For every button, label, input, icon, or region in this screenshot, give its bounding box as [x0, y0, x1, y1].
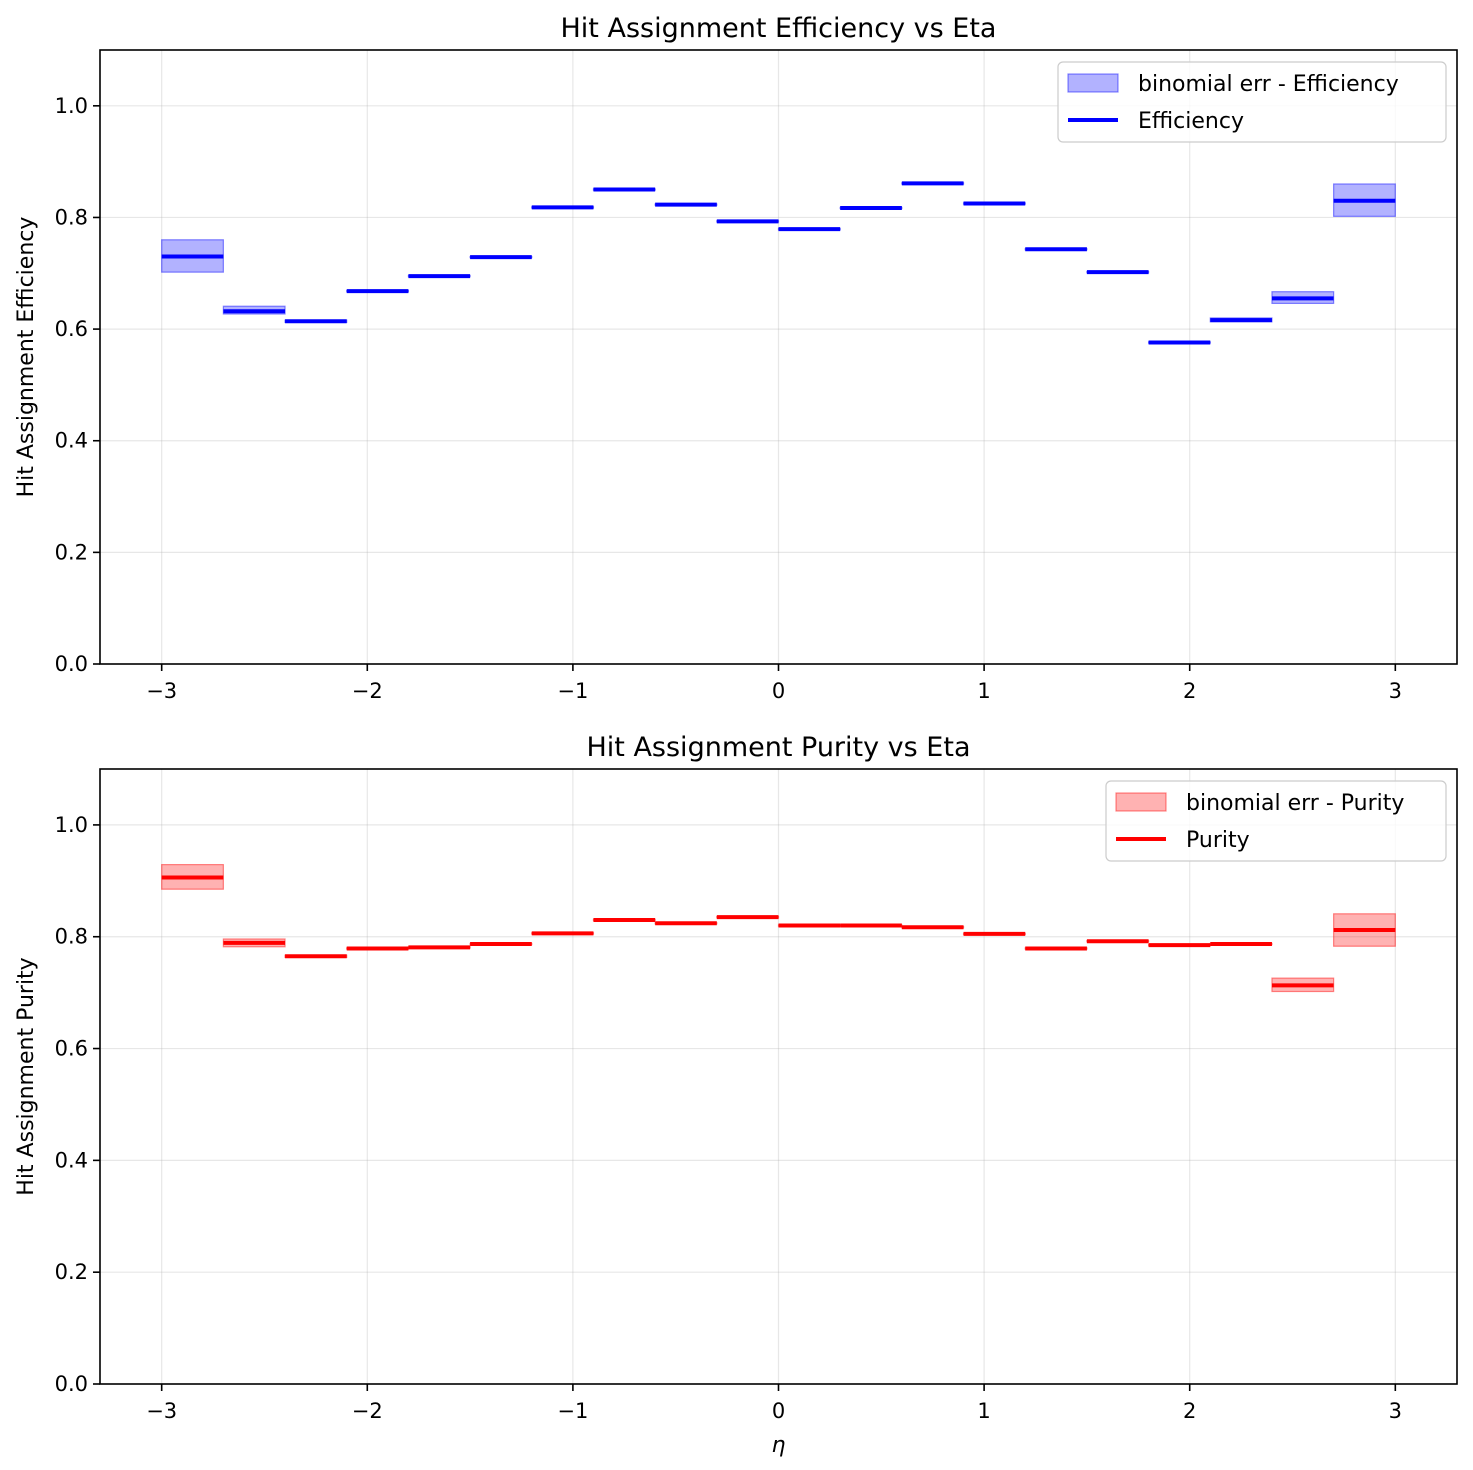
purity-legend: binomial err - Purity Purity: [1105, 780, 1447, 862]
purity-title: Hit Assignment Purity vs Eta: [586, 732, 970, 763]
y-tick-label: 0.2: [55, 540, 88, 564]
efficiency-title: Hit Assignment Efficiency vs Eta: [561, 13, 997, 44]
purity-panel: −3 −2 −1 0 1 2 3 0.0 0.2 0.4 0.6 0.8 1.0 Hit Assignm…: [14, 732, 1458, 1458]
x-tick-label: 0: [772, 1399, 785, 1423]
purity-data-marks: [161, 864, 1396, 993]
x-tick-label: −2: [352, 1399, 383, 1423]
y-tick-label: 0.6: [55, 1037, 88, 1061]
y-tick-label: 0.8: [55, 925, 88, 949]
y-tick-label: 0.4: [55, 429, 88, 453]
x-tick-label: 0: [772, 679, 785, 703]
y-tick-label: 1.0: [55, 813, 88, 837]
purity-legend-band-label: binomial err - Purity: [1186, 791, 1404, 816]
x-tick-label: 2: [1183, 679, 1196, 703]
purity-legend-frame: [1105, 780, 1447, 862]
y-tick-label: 0.2: [55, 1260, 88, 1284]
x-tick-label: 2: [1183, 1399, 1196, 1423]
x-tick-label: −3: [146, 1399, 177, 1423]
efficiency-legend-band-label: binomial err - Efficiency: [1138, 72, 1399, 97]
efficiency-legend-line-label: Efficiency: [1138, 109, 1244, 134]
x-tick-label: 1: [977, 1399, 990, 1423]
x-tick-label: −1: [557, 679, 588, 703]
x-tick-label: −3: [146, 679, 177, 703]
efficiency-legend-band-swatch: [1067, 73, 1119, 93]
x-tick-label: −2: [352, 679, 383, 703]
y-tick-label: 0.8: [55, 205, 88, 229]
efficiency-legend-frame: [1057, 61, 1447, 143]
purity-x-axis-label: η: [772, 1433, 786, 1458]
efficiency-panel: −3 −2 −1 0 1 2 3 0.0 0.2 0.4 0.6 0.8 1.0 Hit Assignm…: [14, 13, 1458, 703]
x-tick-label: 3: [1389, 679, 1402, 703]
x-tick-label: 1: [977, 679, 990, 703]
y-tick-label: 1.0: [55, 94, 88, 118]
efficiency-data-marks: [161, 181, 1396, 345]
efficiency-legend: binomial err - Efficiency Efficiency: [1057, 61, 1447, 143]
efficiency-y-axis-label: Hit Assignment Efficiency: [14, 217, 39, 498]
purity-y-axis-label: Hit Assignment Purity: [14, 957, 39, 1195]
purity-axes: −3 −2 −1 0 1 2 3 0.0 0.2 0.4 0.6 0.8 1.0: [55, 768, 1458, 1423]
purity-legend-line-label: Purity: [1186, 828, 1250, 853]
purity-legend-band-swatch: [1115, 792, 1167, 812]
y-tick-label: 0.0: [55, 652, 88, 676]
y-tick-label: 0.0: [55, 1372, 88, 1396]
x-tick-label: 3: [1389, 1399, 1402, 1423]
efficiency-axes: −3 −2 −1 0 1 2 3 0.0 0.2 0.4 0.6 0.8 1.0: [55, 49, 1458, 703]
y-tick-label: 0.6: [55, 317, 88, 341]
y-tick-label: 0.4: [55, 1148, 88, 1172]
x-tick-label: −1: [557, 1399, 588, 1423]
